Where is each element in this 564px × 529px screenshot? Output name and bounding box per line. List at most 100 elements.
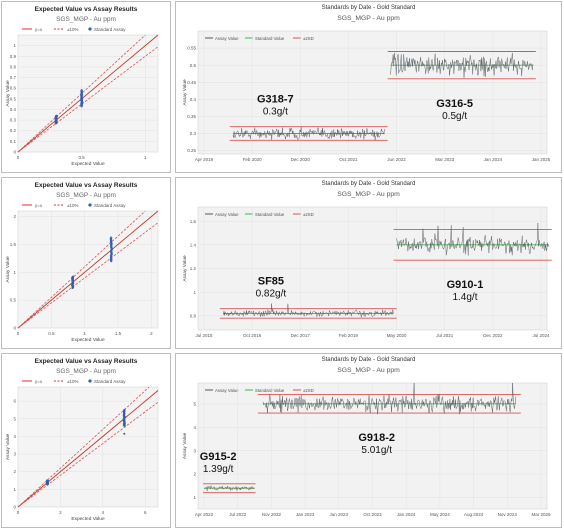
legend-2sd-label: ±2SD (303, 36, 314, 41)
legend-assay-label: Standard Assay (94, 379, 126, 384)
assay-point (46, 479, 49, 482)
timeseries-chart-5: Standards by Date - Gold Standard SGS_MGP… (182, 357, 551, 517)
y-tick-label: 0.4 (190, 97, 197, 102)
y-tick-label: 2 (193, 472, 196, 477)
y-tick-label: 0.6 (10, 86, 17, 91)
standard-name-label: G918-2 (358, 432, 395, 444)
y-tick-label: 0.45 (187, 80, 196, 85)
chart-title: Expected Value vs Assay Results (35, 182, 138, 189)
timeseries-panel-2: Standards by Date - Gold Standard SGS_MGP… (175, 177, 562, 349)
line-plus-10pct (17, 210, 146, 329)
y-tick-label: 0.5 (10, 96, 17, 101)
standard-grade-label: 5.01g/t (361, 445, 392, 456)
x-tick-label: Mar 2025 (531, 512, 551, 517)
timeseries-chart-1: Standards by Date - Gold Standard SGS_MGP… (182, 5, 551, 162)
legend-pm10-label: ±10% (67, 379, 78, 384)
x-tick-label: Apr 2019 (195, 157, 214, 162)
legend-pm10-label: ±10% (67, 27, 78, 32)
standard-grade-label: 1.39g/t (203, 464, 234, 475)
chart-title: Expected Value vs Assay Results (35, 358, 138, 365)
x-tick-label: 1 (144, 155, 147, 160)
chart-subtitle: SGS_MGP - Au ppm (337, 367, 400, 374)
chart-title: Expected Value vs Assay Results (35, 6, 138, 13)
plot-area (17, 386, 159, 508)
x-tick-label: 1 (83, 331, 86, 336)
legend-assay-swatch (88, 27, 92, 31)
scatter-panel-1: Expected Value vs Assay Results SGS_MGP -… (1, 1, 171, 173)
x-tick-label: Jun 2022 (387, 157, 406, 162)
chart-subtitle: SGS_MGP - Au ppm (56, 192, 116, 199)
y-tick-label: 1 (193, 495, 196, 500)
y-tick-label: 3 (13, 452, 16, 457)
legend-standard-label: Standard Value (255, 212, 285, 217)
y-tick-label: 5 (193, 402, 196, 407)
legend: Assay Value Standard Value ±2SD (205, 212, 314, 217)
x-tick-label: 6 (144, 510, 147, 515)
x-tick-label: Dec 2017 (291, 333, 311, 338)
standard-name-label: G910-1 (447, 279, 484, 291)
y-tick-label: 0.3 (10, 118, 17, 123)
y-axis-label: Assay Value (182, 255, 188, 282)
legend-assay-label: Assay Value (215, 388, 239, 393)
assay-value-series (390, 52, 534, 78)
line-minus-10pct (17, 401, 159, 508)
y-tick-label: 4 (13, 434, 16, 439)
y-tick-label: 0.5 (190, 63, 197, 68)
scatter-panel-2: Expected Value vs Assay Results SGS_MGP -… (1, 177, 171, 349)
assay-point (80, 89, 83, 92)
plot-area (197, 30, 548, 155)
x-tick-label: Jul 2021 (436, 333, 454, 338)
x-tick-label: 2 (59, 510, 62, 515)
y-tick-label: 2 (13, 469, 16, 474)
y-tick-label: 0 (13, 150, 16, 155)
y-axis-label: Assay Value (182, 79, 188, 106)
x-tick-label: 0.5 (79, 155, 86, 160)
y-tick-label: 0.35 (187, 114, 196, 119)
x-tick-label: 0.5 (48, 331, 55, 336)
x-tick-label: Jun 2023 (330, 512, 349, 517)
y-tick-label: 1 (13, 270, 16, 275)
chart-subtitle: SGS_MGP - Au ppm (337, 191, 400, 198)
assay-point (109, 236, 113, 239)
line-y-equals-x (17, 34, 159, 153)
x-tick-label: Dec 2020 (291, 157, 311, 162)
x-axis-label: Expected Value (71, 337, 105, 343)
x-tick-label: Jul 2022 (229, 512, 247, 517)
x-tick-label: Oct 2023 (363, 512, 382, 517)
legend-assay-label: Assay Value (215, 36, 239, 41)
legend: y=x ±10% Standard Assay (22, 27, 126, 32)
assay-value-series (232, 126, 385, 141)
assay-point (71, 275, 75, 278)
y-tick-label: 1 (13, 487, 16, 492)
y-tick-label: 0.4 (10, 107, 17, 112)
x-tick-label: 0 (17, 510, 20, 515)
x-tick-label: Dec 2022 (483, 333, 503, 338)
y-tick-label: 1.6 (190, 219, 197, 224)
x-tick-label: Jul 2015 (195, 333, 213, 338)
x-tick-label: 1.5 (115, 331, 122, 336)
y-tick-label: 0.9 (10, 54, 17, 59)
chart-subtitle: SGS_MGP - Au ppm (56, 16, 116, 23)
y-tick-label: 1 (193, 290, 196, 295)
line-minus-10pct (17, 222, 159, 329)
chart-title: Standards by Date - Gold Standard (322, 5, 416, 11)
legend-standard-label: Standard Value (255, 388, 285, 393)
standard-name-label: G316-5 (436, 98, 473, 110)
legend-2sd-label: ±2SD (303, 388, 314, 393)
y-tick-label: 0.5 (10, 298, 17, 303)
scatter-panel-3: Expected Value vs Assay Results SGS_MGP -… (1, 353, 171, 528)
scatter-chart-4: Expected Value vs Assay Results SGS_MGP -… (5, 358, 159, 522)
assay-point (123, 408, 126, 412)
legend: y=x ±10% Standard Assay (22, 379, 126, 384)
y-tick-label: 5 (13, 416, 16, 421)
x-tick-label: 0 (17, 155, 20, 160)
x-tick-label: Jul 2024 (532, 333, 550, 338)
legend-yx-label: y=x (35, 203, 43, 208)
y-tick-label: 1.2 (190, 266, 197, 271)
assay-point (55, 114, 58, 118)
chart-subtitle: SGS_MGP - Au ppm (56, 368, 116, 375)
standard-name-label: SF85 (258, 276, 284, 288)
x-tick-label: Aug 2024 (464, 512, 484, 517)
y-tick-label: 0 (13, 505, 16, 510)
y-tick-label: 3 (193, 448, 196, 453)
